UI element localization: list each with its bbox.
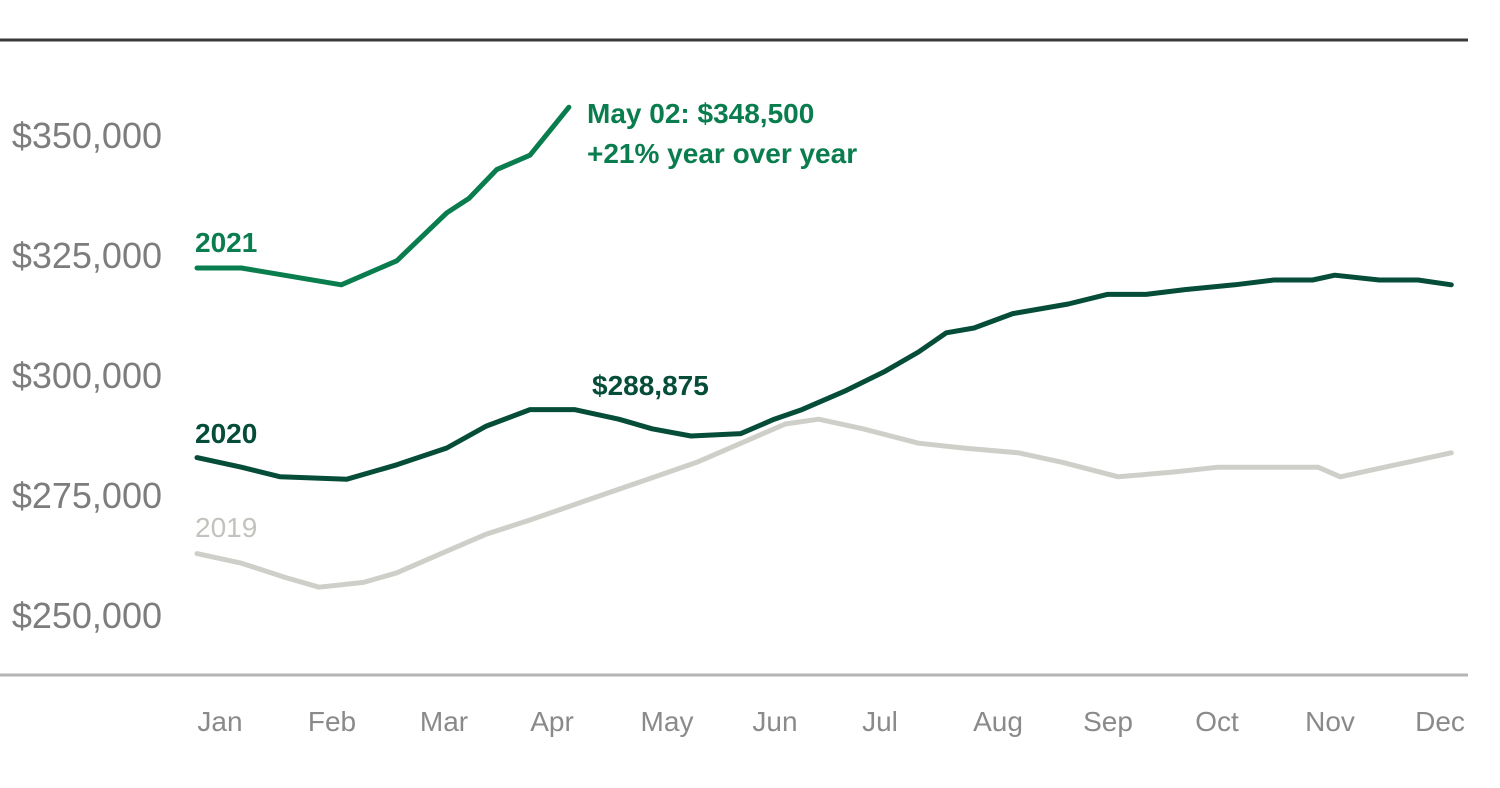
x-tick-label: Oct bbox=[1195, 706, 1239, 737]
series-label-2020: 2020 bbox=[195, 418, 257, 449]
x-axis-tick-labels: Jan Feb Mar Apr May Jun Jul Aug Sep Oct Nov Dec bbox=[197, 706, 1464, 737]
x-tick-label: Feb bbox=[308, 706, 356, 737]
y-tick-label: $325,000 bbox=[12, 235, 162, 276]
series-label-2019: 2019 bbox=[195, 512, 257, 543]
y-tick-label: $250,000 bbox=[12, 595, 162, 636]
x-tick-label: Jun bbox=[752, 706, 797, 737]
x-tick-label: Mar bbox=[420, 706, 468, 737]
x-tick-label: Dec bbox=[1415, 706, 1465, 737]
x-tick-label: May bbox=[641, 706, 694, 737]
y-tick-label: $275,000 bbox=[12, 475, 162, 516]
x-tick-label: Jul bbox=[862, 706, 898, 737]
y-tick-label: $350,000 bbox=[12, 115, 162, 156]
series-line-2021 bbox=[194, 104, 572, 288]
annotation-2020-peak: $288,875 bbox=[592, 370, 709, 401]
series-line-2020 bbox=[194, 272, 1454, 482]
x-tick-label: Aug bbox=[973, 706, 1023, 737]
x-tick-label: Apr bbox=[530, 706, 574, 737]
x-tick-label: Jan bbox=[197, 706, 242, 737]
series-lines bbox=[194, 104, 1454, 590]
series-label-2021: 2021 bbox=[195, 227, 257, 258]
y-axis-tick-labels: $350,000 $325,000 $300,000 $275,000 $250,000 bbox=[12, 115, 162, 636]
annotation-may-value: May 02: $348,500 bbox=[587, 98, 814, 129]
y-tick-label: $300,000 bbox=[12, 355, 162, 396]
annotation-yoy-change: +21% year over year bbox=[587, 138, 857, 169]
x-tick-label: Nov bbox=[1305, 706, 1355, 737]
x-tick-label: Sep bbox=[1083, 706, 1133, 737]
series-line-2019 bbox=[194, 416, 1454, 590]
